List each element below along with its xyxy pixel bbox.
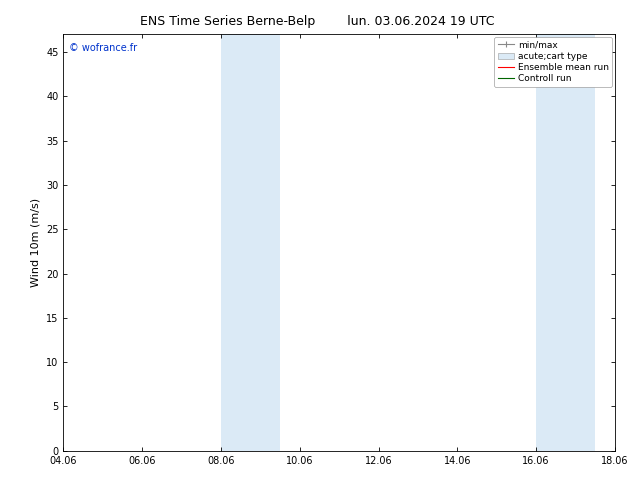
Text: © wofrance.fr: © wofrance.fr — [69, 43, 137, 52]
Text: ENS Time Series Berne-Belp        lun. 03.06.2024 19 UTC: ENS Time Series Berne-Belp lun. 03.06.20… — [139, 15, 495, 28]
Y-axis label: Wind 10m (m/s): Wind 10m (m/s) — [30, 198, 41, 287]
Bar — [221, 34, 280, 451]
Bar — [536, 34, 595, 451]
Legend: min/max, acute;cart type, Ensemble mean run, Controll run: min/max, acute;cart type, Ensemble mean … — [494, 37, 612, 87]
